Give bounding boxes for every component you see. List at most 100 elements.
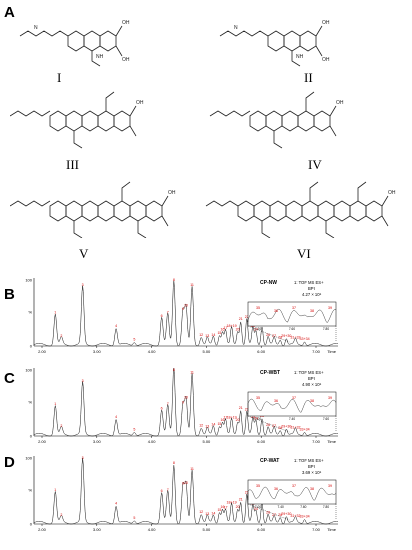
peak-label: 29+30 — [281, 334, 291, 338]
inset-peak-label: 38 — [310, 309, 314, 313]
compound-label-i: I — [57, 70, 62, 85]
y-tick-label: 0 — [30, 344, 33, 349]
chromatogram-title: CP-NW — [260, 280, 277, 286]
inset-trace — [247, 398, 337, 413]
inset-peak-label: 36 — [274, 309, 278, 313]
inset-peak-label: 38 — [310, 399, 314, 403]
inset-x-tick: 7.60 — [323, 417, 329, 421]
inset-x-tick: 7.60 — [289, 327, 295, 331]
peak-label: 15 — [217, 422, 221, 426]
inset-peak-label: 37 — [292, 484, 296, 488]
chromatogram-title: CP-WBT — [260, 370, 280, 376]
peak-label: 18+19 — [227, 416, 237, 420]
peak-label: 22 — [245, 408, 249, 412]
peak-label: 10 — [184, 481, 188, 485]
chromatogram-c: 100%02.00 3.00 4.00 5.00 6.00 7.00 Time1234567… — [25, 367, 339, 444]
bpi-trace — [33, 367, 339, 437]
zoom-line — [247, 503, 290, 521]
x-tick-label: 6.00 — [257, 527, 266, 532]
peak-label: 17 — [224, 326, 228, 330]
peak-label: 9 — [182, 400, 184, 404]
peak-label: 18+19 — [227, 324, 237, 328]
peak-label: 12 — [199, 424, 203, 428]
inset-peak-label: 39 — [328, 396, 332, 400]
peak-label: 4 — [115, 502, 117, 506]
label-n: N — [34, 25, 38, 31]
peak-label: 10 — [184, 304, 188, 308]
peak-label: 5 — [133, 338, 135, 342]
peak-label: 33+34 — [300, 337, 310, 341]
peak-label: 20 — [236, 327, 240, 331]
peak-label: 2 — [60, 424, 62, 428]
x-tick-label: 5.00 — [203, 439, 212, 444]
panel-label-d: D — [4, 454, 15, 471]
inset-peak-label: 38 — [310, 487, 314, 491]
peak-label: 16 — [220, 505, 224, 509]
peak-label: 8 — [173, 461, 175, 465]
peak-label: 14 — [211, 512, 215, 516]
x-tick-label: 5.00 — [203, 349, 212, 354]
peak-label: 8 — [173, 368, 175, 372]
peak-label: 21 — [239, 406, 243, 410]
peak-label: 11 — [190, 283, 194, 287]
peak-label: 16 — [220, 327, 224, 331]
chromatogram-b: 100%02.00 3.00 4.00 5.00 6.00 7.00 Time1234567… — [25, 278, 339, 354]
peak-label: 14 — [211, 333, 215, 337]
peak-label: 21 — [239, 317, 243, 321]
label-nh: NH — [296, 54, 304, 60]
peak-label: 15 — [217, 331, 221, 335]
peak-label: 9 — [182, 482, 184, 486]
inset-peak-label: 37 — [292, 396, 296, 400]
inset-x-tick: 7.20 — [255, 327, 261, 331]
inset-peak-label: 37 — [292, 306, 296, 310]
peak-label: 21 — [239, 498, 243, 502]
structures-figure: OH OH OH OH NH NH N N OH OH OH OH — [10, 20, 396, 238]
inset-peak-label: 39 — [328, 306, 332, 310]
x-tick-label: 6.00 — [257, 439, 266, 444]
peak-label: 23 — [251, 415, 255, 419]
x-tick-label: 7.00 — [312, 349, 321, 354]
peak-label: 16 — [220, 418, 224, 422]
label-oh: OH — [322, 20, 330, 26]
peak-label: 33+34 — [300, 515, 310, 519]
inset-x-tick: 7.80 — [323, 327, 329, 331]
x-tick-label: 2.00 — [38, 349, 47, 354]
peak-label: 13 — [205, 512, 209, 516]
peak-label: 7 — [167, 402, 169, 406]
x-tick-label: 4.00 — [148, 527, 157, 532]
structure-ii — [219, 25, 323, 67]
time-axis-label: Time — [327, 527, 337, 532]
peak-label: 26 — [266, 333, 270, 337]
peak-label: 28 — [278, 336, 282, 340]
bpi-trace — [33, 457, 339, 525]
peak-label: 10 — [184, 395, 188, 399]
label-oh: OH — [122, 57, 130, 63]
time-axis-label: Time — [327, 439, 337, 444]
peak-label: 8 — [173, 278, 175, 282]
peak-label: 3 — [82, 456, 84, 460]
peak-label: 11 — [190, 370, 194, 374]
inset-x-tick: 7.00 — [255, 417, 261, 421]
peak-label: 15 — [217, 508, 221, 512]
chromatogram-title: CP-WAT — [260, 458, 279, 464]
peak-label: 1 — [54, 310, 56, 314]
x-tick-label: 4.00 — [148, 439, 157, 444]
peak-label: 7 — [167, 488, 169, 492]
peak-label: 4 — [115, 415, 117, 419]
peak-label: 3 — [82, 283, 84, 287]
label-oh: OH — [322, 57, 330, 63]
x-tick-label: 6.00 — [257, 349, 266, 354]
panel-label-a: A — [4, 4, 15, 21]
structure-i — [19, 25, 123, 67]
inset-peak-label: 36 — [274, 399, 278, 403]
x-tick-label: 3.00 — [93, 439, 102, 444]
peak-label: 31+32 — [290, 336, 300, 340]
label-n: N — [234, 25, 238, 31]
inset-x-tick: 7.00 — [255, 505, 261, 509]
peak-label: 11 — [190, 467, 194, 471]
peak-label: 17 — [224, 415, 228, 419]
peak-label: 6 — [161, 314, 163, 318]
peak-label: 29+30 — [281, 425, 291, 429]
label-oh: OH — [336, 100, 344, 106]
label-oh: OH — [388, 190, 396, 196]
